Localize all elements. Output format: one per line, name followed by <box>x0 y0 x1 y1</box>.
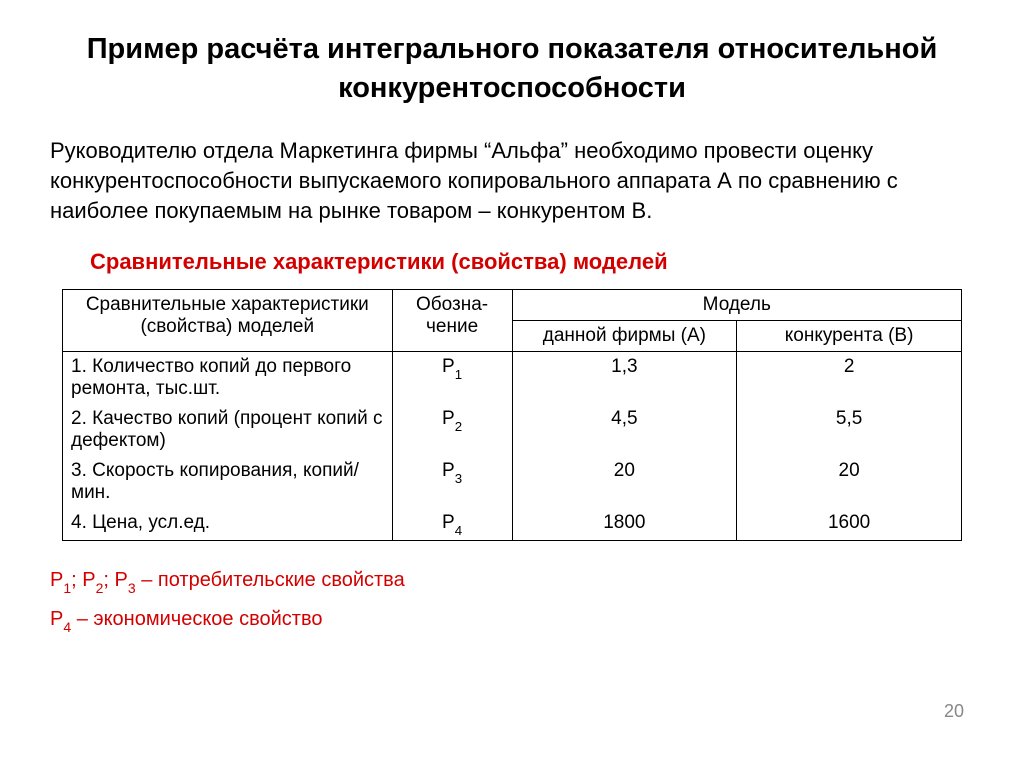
notes-block: P1; P2; P3 – потребительские свойства P4… <box>50 561 974 638</box>
cell-value-b: 5,5 <box>737 404 962 456</box>
cell-value-b: 20 <box>737 456 962 508</box>
cell-value-a: 20 <box>512 456 737 508</box>
cell-value-a: 4,5 <box>512 404 737 456</box>
page-number: 20 <box>944 701 964 722</box>
note-line-consumer: P1; P2; P3 – потребительские свойства <box>50 561 974 600</box>
table-row: 2. Качество копий (процент копий с дефек… <box>63 404 962 456</box>
table-header-model-b: конкурента (В) <box>737 321 962 352</box>
table-header-model-a: данной фирмы (А) <box>512 321 737 352</box>
cell-value-b: 1600 <box>737 508 962 540</box>
table-row: 4. Цена, усл.ед. P4 1800 1600 <box>63 508 962 540</box>
cell-value-b: 2 <box>737 352 962 405</box>
table-subtitle: Сравнительные характеристики (свойства) … <box>90 249 974 275</box>
cell-value-a: 1800 <box>512 508 737 540</box>
cell-symbol: P4 <box>392 508 512 540</box>
table-row: 3. Скорость копирования, копий/мин. P3 2… <box>63 456 962 508</box>
table-container: Сравнительные характеристики (свойства) … <box>50 289 974 541</box>
page-title: Пример расчёта интегрального показателя … <box>50 30 974 108</box>
table-header-model: Модель <box>512 290 961 321</box>
cell-symbol: P3 <box>392 456 512 508</box>
cell-value-a: 1,3 <box>512 352 737 405</box>
description-text: Руководителю отдела Маркетинга фирмы “Ал… <box>50 136 974 225</box>
table-header-symbol: Обозна- чение <box>392 290 512 352</box>
cell-characteristic: 2. Качество копий (процент копий с дефек… <box>63 404 393 456</box>
cell-symbol: P2 <box>392 404 512 456</box>
comparison-table: Сравнительные характеристики (свойства) … <box>62 289 962 541</box>
note-line-economic: P4 – экономическое свойство <box>50 600 974 639</box>
table-header-characteristics: Сравнительные характеристики (свойства) … <box>63 290 393 352</box>
cell-characteristic: 4. Цена, усл.ед. <box>63 508 393 540</box>
table-row: 1. Количество копий до первого ремонта, … <box>63 352 962 405</box>
cell-symbol: P1 <box>392 352 512 405</box>
table-body: 1. Количество копий до первого ремонта, … <box>63 352 962 541</box>
cell-characteristic: 1. Количество копий до первого ремонта, … <box>63 352 393 405</box>
cell-characteristic: 3. Скорость копирования, копий/мин. <box>63 456 393 508</box>
